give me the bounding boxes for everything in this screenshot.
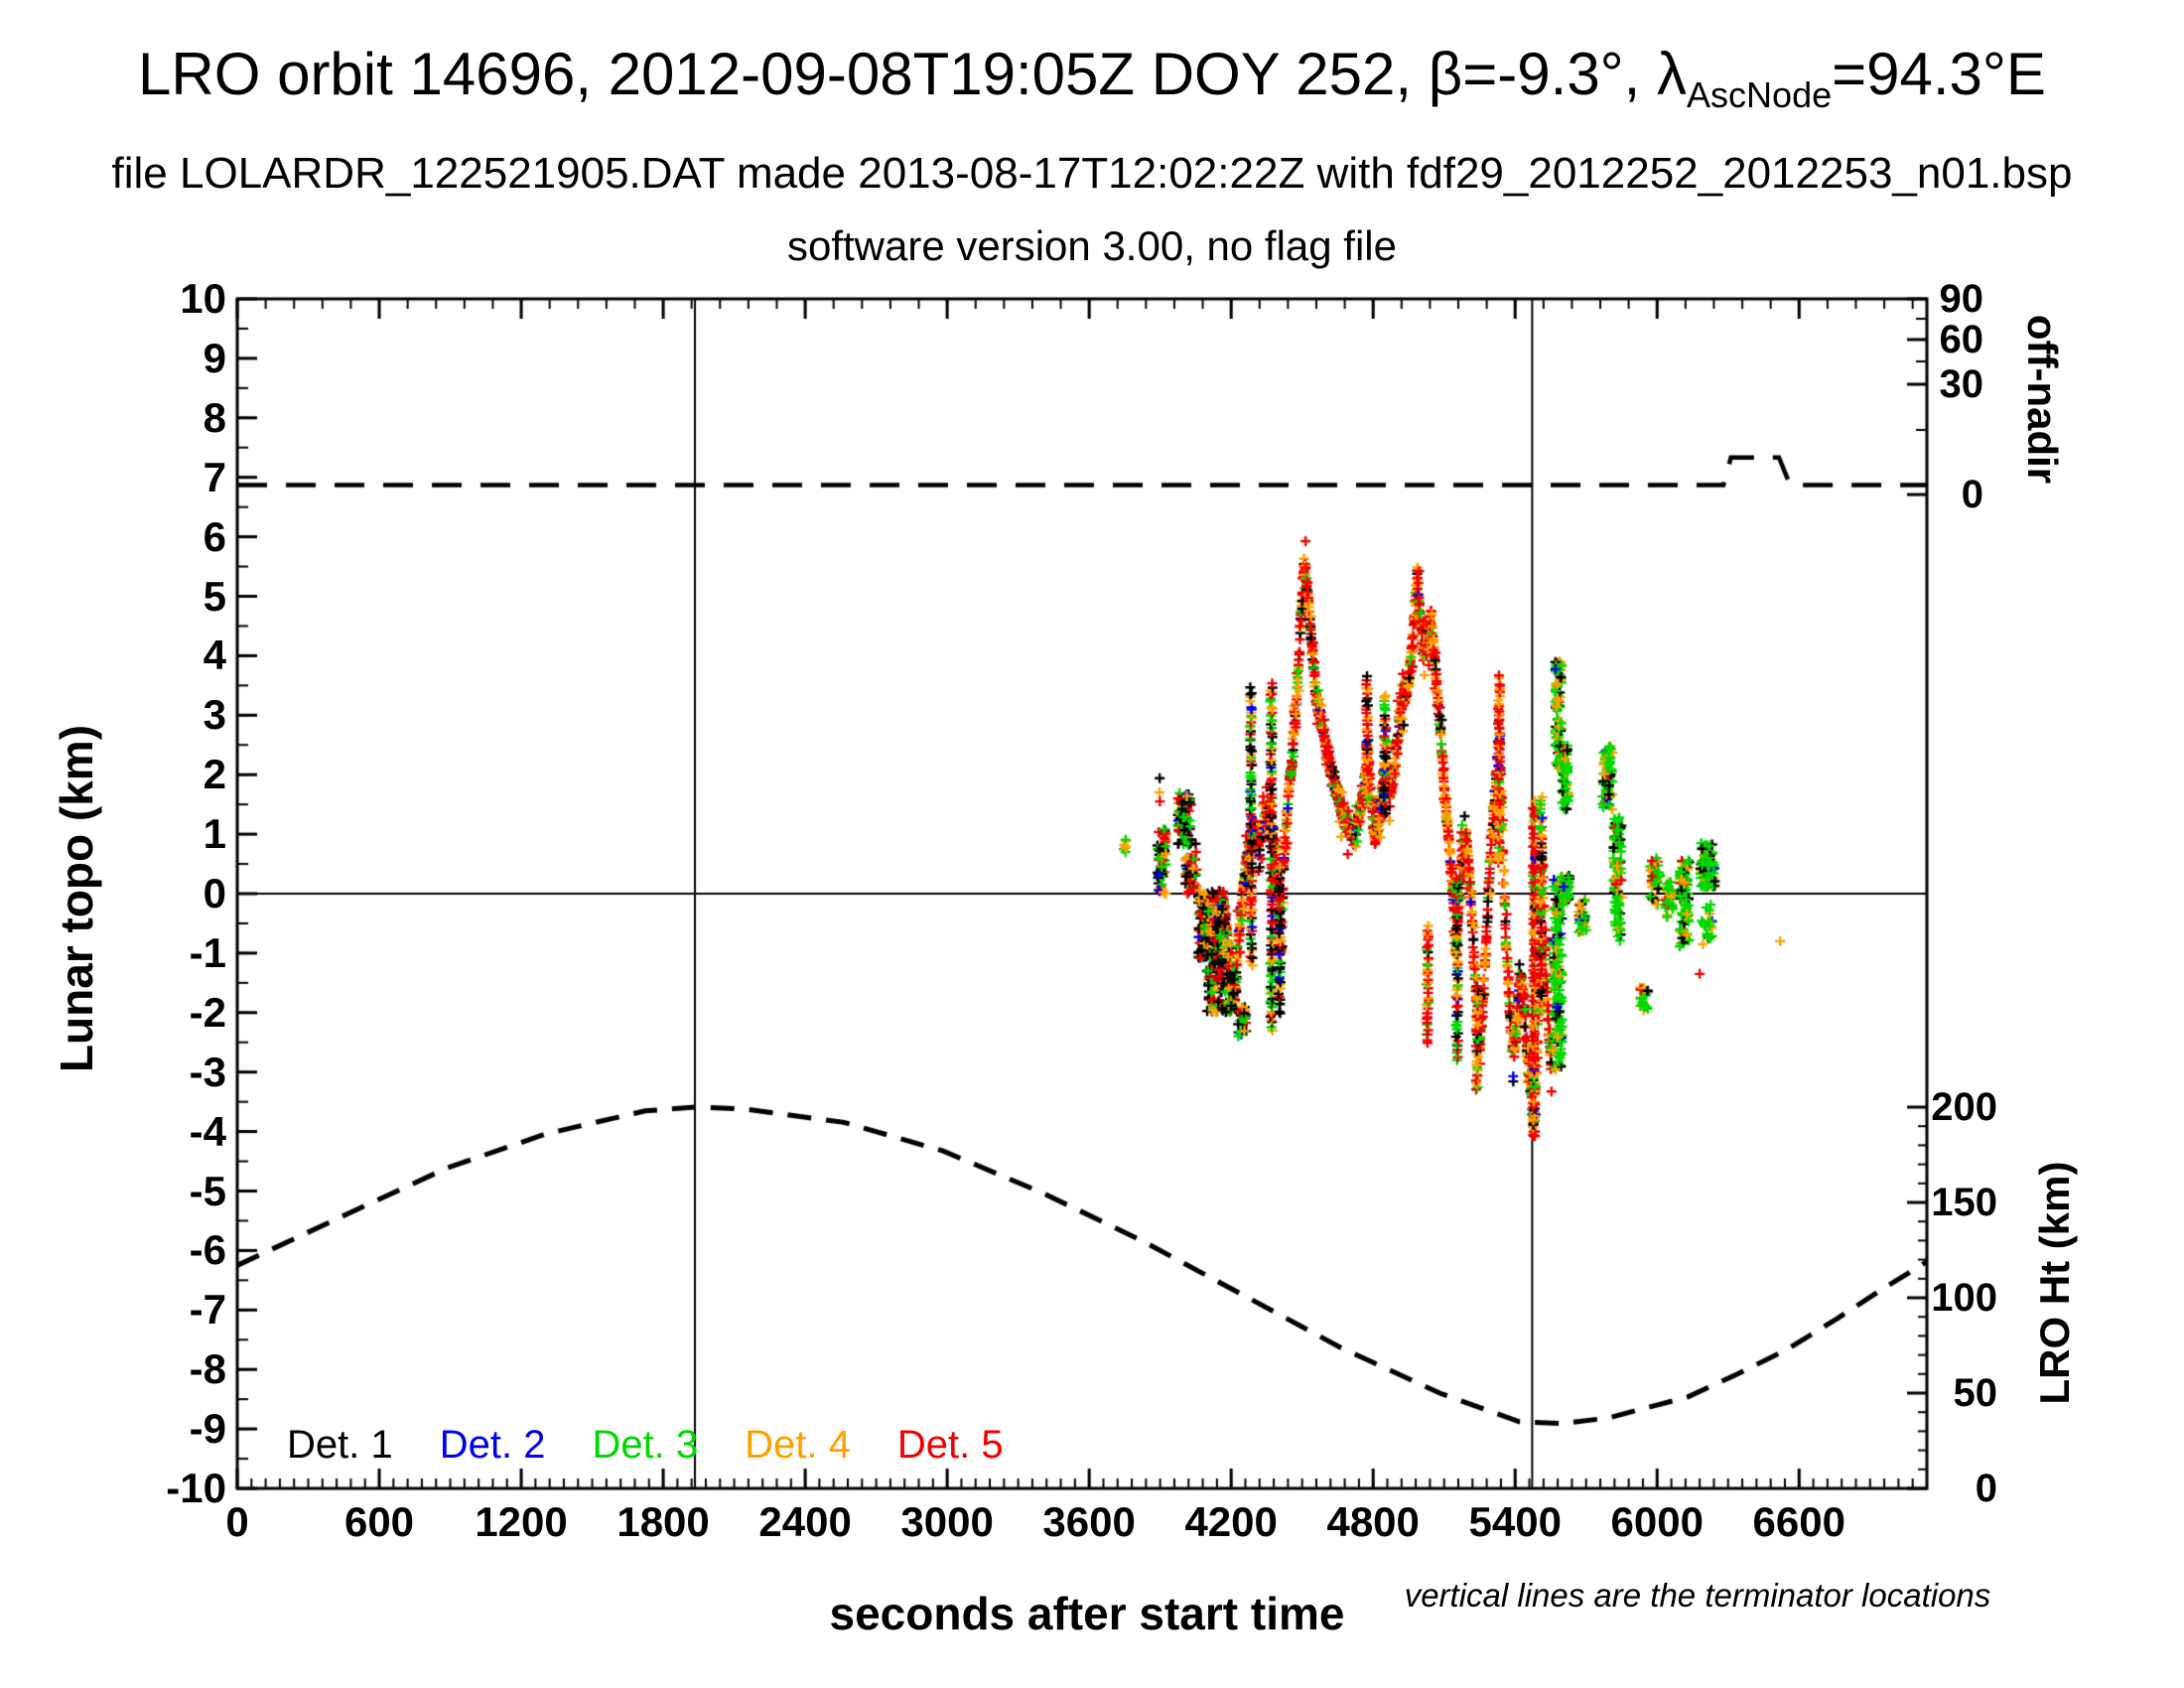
detector-legend: Det. 1 Det. 2 Det. 3 Det. 4 Det. 5 (287, 1423, 1004, 1468)
x-tick-2400: 2400 (758, 1498, 852, 1545)
y-axis-title-off-nadir: off-nadir (2019, 314, 2066, 485)
x-tick-4800: 4800 (1326, 1498, 1420, 1545)
x-tick-600: 600 (343, 1498, 415, 1545)
x-tick-6000: 6000 (1610, 1498, 1704, 1545)
y-tick--2: -2 (189, 988, 226, 1036)
x-tick-5400: 5400 (1468, 1498, 1562, 1545)
y-tick--10: -10 (166, 1465, 226, 1511)
y-tick-9: 9 (203, 334, 226, 381)
ht-tick-100: 100 (1931, 1276, 1997, 1320)
y-tick--5: -5 (189, 1167, 226, 1214)
y-tick-3: 3 (203, 691, 226, 739)
x-tick-4200: 4200 (1184, 1498, 1278, 1545)
ht-tick-200: 200 (1931, 1085, 1997, 1129)
y-tick--1: -1 (189, 928, 226, 976)
y-tick-5: 5 (203, 572, 226, 620)
page-title: LRO orbit 14696, 2012-09-08T19:05Z DOY 2… (138, 41, 2046, 115)
offnadir-tick-60: 60 (1939, 317, 1984, 361)
y-tick-7: 7 (203, 453, 226, 500)
x-tick-6600: 6600 (1752, 1498, 1845, 1545)
legend-item-det2: Det. 2 (439, 1423, 546, 1467)
y-tick-4: 4 (203, 632, 226, 679)
y-tick-8: 8 (203, 393, 226, 441)
title-subscript: AscNode (1687, 74, 1833, 115)
x-tick-0: 0 (225, 1498, 249, 1545)
y-tick-2: 2 (203, 751, 226, 798)
terminator-footnote: vertical lines are the terminator locati… (1404, 1577, 1991, 1614)
legend-item-det4: Det. 4 (745, 1423, 851, 1467)
legend-item-det3: Det. 3 (592, 1423, 699, 1467)
y-axis-title-lro-ht: LRO Ht (km) (2031, 1161, 2078, 1405)
x-tick-1200: 1200 (475, 1498, 568, 1545)
legend-item-det1: Det. 1 (287, 1423, 393, 1467)
y-tick--8: -8 (189, 1345, 226, 1393)
offnadir-tick-30: 30 (1939, 362, 1984, 407)
ht-tick-50: 50 (1953, 1371, 1998, 1415)
y-tick--3: -3 (189, 1048, 226, 1095)
x-tick-3600: 3600 (1042, 1498, 1136, 1545)
ht-tick-0: 0 (1975, 1467, 1997, 1510)
offnadir-tick-90: 90 (1939, 277, 1984, 321)
subtitle-software-line: software version 3.00, no flag file (786, 222, 1397, 269)
x-tick-1800: 1800 (616, 1498, 710, 1545)
y-tick--6: -6 (189, 1226, 226, 1274)
x-tick-3000: 3000 (900, 1498, 994, 1545)
x-axis-title: seconds after start time (829, 1588, 1345, 1639)
y-tick--9: -9 (189, 1405, 226, 1453)
y-tick-0: 0 (203, 870, 226, 916)
offnadir-tick-0: 0 (1961, 473, 1983, 517)
legend-item-det5: Det. 5 (896, 1423, 1004, 1467)
y-tick--7: -7 (189, 1286, 226, 1334)
y-tick-1: 1 (203, 810, 226, 858)
y-tick--4: -4 (189, 1107, 226, 1155)
ht-tick-150: 150 (1931, 1181, 1997, 1224)
y-axis-title-lunar-topo: Lunar topo (km) (51, 724, 102, 1073)
y-tick-10: 10 (180, 275, 226, 322)
subtitle-file-line: file LOLARDR_122521905.DAT made 2013-08-… (111, 149, 2073, 198)
y-tick-6: 6 (203, 512, 226, 560)
